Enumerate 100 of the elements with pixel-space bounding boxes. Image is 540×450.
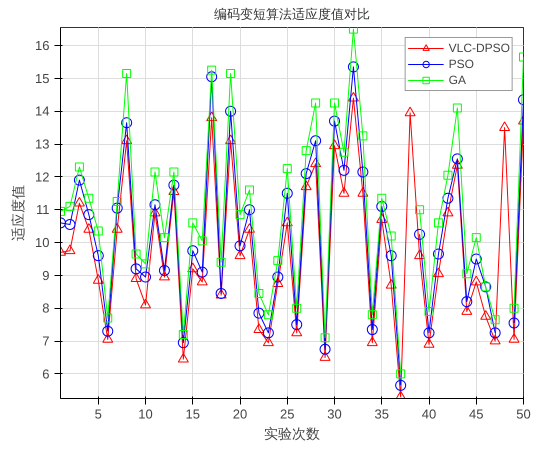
point [452,103,462,112]
point [102,326,114,337]
point [510,304,519,313]
point [424,338,435,348]
point [282,164,292,174]
point [160,233,169,242]
x-tick-label: 20 [232,406,248,422]
point [452,153,463,164]
point [415,205,424,214]
point [461,296,472,308]
point [472,233,481,242]
point [74,162,84,172]
point [244,223,255,233]
point [206,112,218,122]
point [64,244,76,254]
point [462,269,472,278]
point [130,272,142,282]
point [262,327,274,338]
point [338,164,350,176]
point [225,134,236,144]
point [169,167,178,176]
point [320,344,331,355]
point [83,223,94,233]
point [130,263,142,274]
point [140,298,152,308]
point [329,139,340,150]
point [376,213,388,223]
point [442,192,454,204]
point [424,327,435,338]
point [357,187,368,197]
point [84,194,94,203]
point [187,245,198,256]
point [65,202,74,211]
x-tick-label: 5 [94,406,102,422]
x-tick-label: 10 [138,406,153,422]
point [310,157,322,168]
point [150,167,160,176]
point [178,352,189,362]
point [376,200,388,212]
point [102,333,114,343]
point [178,337,189,348]
point [122,68,132,78]
point [94,226,103,236]
point [508,333,520,343]
point [112,202,123,214]
chart-title: 编码变短算法适应度值对比 [214,6,370,22]
y-tick-label: 10 [35,235,50,250]
point [470,276,482,286]
point [149,206,160,216]
point [74,174,85,186]
point [121,134,132,144]
x-tick-label: 15 [186,406,200,422]
point [320,351,331,361]
y-tick-label: 15 [35,70,50,86]
point [198,236,207,246]
x-tick-label: 40 [422,406,436,422]
point [292,304,302,313]
point [140,272,152,283]
point [236,210,245,220]
point [83,209,94,220]
y-tick-label: 9 [42,268,50,283]
x-tick-label: 35 [374,406,390,422]
x-axis-title: 实验次数 [264,426,320,442]
point [168,180,180,191]
point [432,248,444,260]
point [366,324,378,336]
point [480,310,492,320]
point [226,68,236,78]
point [291,326,302,336]
x-tick-label: 25 [280,406,295,422]
legend-label: VLC-DPSO [448,40,510,56]
point [149,199,160,210]
point [74,196,85,207]
y-tick-label: 16 [35,38,50,54]
x-tick-label: 30 [327,406,342,422]
point [178,330,188,339]
point [282,216,293,226]
point [262,336,274,346]
point [386,250,397,262]
point [499,121,510,132]
point [291,319,302,330]
legend-label: PSO [448,56,474,72]
point [112,223,123,233]
point [253,323,264,333]
point [357,166,368,178]
point [348,61,359,72]
point [434,218,443,228]
x-tick-label: 50 [516,406,531,422]
point [273,256,282,266]
point [339,148,348,157]
y-tick-label: 6 [42,366,50,382]
point [490,315,500,324]
point [377,194,386,203]
point [414,249,426,260]
point [310,135,322,146]
y-tick-label: 7 [42,334,50,349]
point [64,219,76,230]
point [452,159,463,169]
point [92,250,104,262]
point [338,187,350,197]
